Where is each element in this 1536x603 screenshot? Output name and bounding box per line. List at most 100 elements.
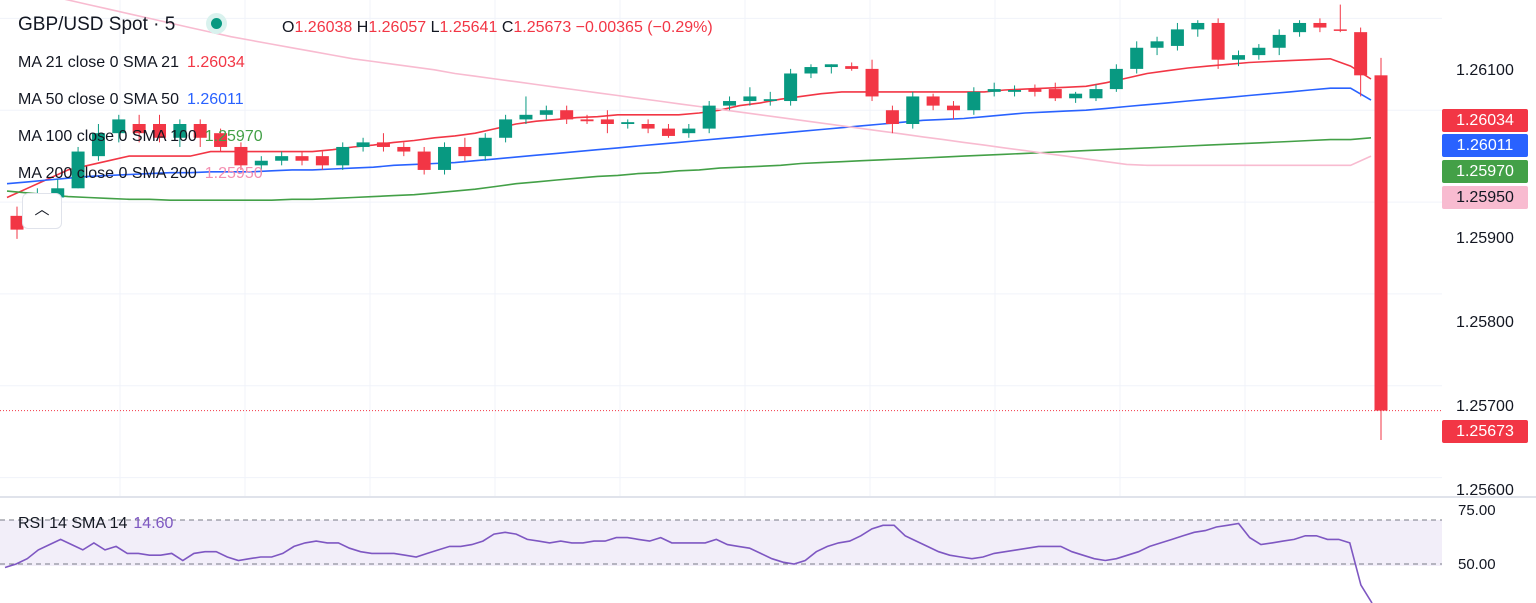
close-label: C [501, 19, 514, 36]
candle-body [1374, 75, 1388, 411]
candle [1089, 84, 1103, 102]
rsi-line [4, 522, 1373, 603]
candle [967, 87, 981, 115]
ma-line-0 [6, 57, 1372, 199]
candle [804, 64, 818, 79]
candle-body [1293, 22, 1307, 33]
candle-body [417, 151, 431, 170]
open-value: 1.26038 [294, 19, 353, 36]
ma-line-2 [6, 137, 1372, 201]
candle-body [560, 110, 574, 120]
candle-body [865, 68, 879, 97]
candle [1293, 20, 1307, 37]
candle [824, 64, 838, 74]
candle [1313, 18, 1327, 33]
candle [580, 114, 594, 124]
rsi-value: 14.60 [133, 515, 174, 532]
candle-body [336, 146, 350, 166]
candle-body [112, 119, 126, 134]
candle [1374, 57, 1388, 440]
candle-body [743, 96, 757, 102]
rsi-tick-50: 50.00 [1458, 556, 1496, 573]
candle [763, 91, 777, 106]
candle [336, 142, 350, 170]
close-value: 1.25673 [513, 19, 572, 36]
candle [234, 142, 248, 170]
candle-body [214, 133, 228, 147]
candle-body [682, 128, 696, 134]
candle [1130, 41, 1144, 74]
candle [946, 101, 960, 120]
moving-average-lines [6, 0, 1372, 201]
ma-line-3 [64, 0, 1372, 167]
candle [397, 142, 411, 157]
candle-body [397, 146, 411, 152]
legend-ma100-value: 1.25970 [204, 128, 263, 145]
candle-body [10, 215, 24, 230]
candle-body [1252, 47, 1266, 56]
candle [1211, 18, 1225, 69]
candle [173, 119, 187, 147]
candle [906, 91, 920, 129]
price-tick: 1.25900 [1456, 230, 1514, 247]
candle-body [173, 124, 187, 138]
rsi-legend[interactable]: RSI 14 SMA 14 14.60 [18, 515, 173, 533]
rsi-tick-75: 75.00 [1458, 502, 1496, 519]
price-tag-ma21: 1.26034 [1442, 109, 1528, 132]
candle [1333, 4, 1347, 33]
candle-body [315, 156, 329, 166]
candle [376, 133, 390, 152]
legend-ma200[interactable]: MA 200 close 0 SMA 200 1.25950 [18, 165, 263, 183]
legend-ma21[interactable]: MA 21 close 0 SMA 21 1.26034 [18, 54, 245, 72]
candle [458, 137, 472, 161]
candle [865, 59, 879, 102]
ma-line-1 [6, 87, 1372, 185]
candle-body [824, 64, 838, 68]
candle [845, 62, 859, 71]
candle [71, 146, 85, 189]
candle [315, 151, 329, 170]
low-value: 1.25641 [439, 19, 498, 36]
candle [153, 114, 167, 143]
candle-body [1109, 68, 1123, 90]
legend-ma200-value: 1.25950 [204, 165, 263, 182]
legend-ma50[interactable]: MA 50 close 0 SMA 50 1.26011 [18, 91, 244, 109]
candle [10, 206, 24, 239]
candle-body [1089, 89, 1103, 99]
candle [417, 146, 431, 175]
candle [438, 142, 452, 175]
price-tick: 1.26100 [1456, 62, 1514, 79]
price-tag-ma200: 1.25950 [1442, 186, 1528, 209]
high-value: 1.26057 [368, 19, 427, 36]
collapse-legend-button[interactable]: ︿ [22, 193, 62, 229]
candle [356, 137, 370, 152]
candle-body [946, 105, 960, 111]
chart-header: GBP/USD Spot · 5 [18, 14, 222, 36]
price-tag-last: 1.25673 [1442, 420, 1528, 443]
candle-body [275, 156, 289, 161]
rsi-band [0, 520, 1442, 566]
candle-body [91, 133, 105, 157]
market-status-icon[interactable] [210, 18, 222, 30]
candle [91, 124, 105, 161]
candle-body [661, 128, 675, 136]
legend-ma100[interactable]: MA 100 close 0 SMA 100 1.25970 [18, 128, 263, 146]
symbol-title[interactable]: GBP/USD Spot · 5 [18, 14, 176, 35]
candle-body [51, 188, 65, 198]
candle-body [193, 124, 207, 138]
candle [499, 114, 513, 143]
candle-body [1313, 22, 1327, 28]
candle-body [1354, 32, 1368, 76]
candle-body [1008, 90, 1022, 92]
candle-body [1069, 93, 1083, 99]
legend-ma200-label: MA 200 close 0 SMA 200 [18, 165, 197, 182]
candle [661, 124, 675, 138]
candle [600, 110, 614, 134]
price-tick: 1.25800 [1456, 314, 1514, 331]
candle [1048, 82, 1062, 102]
candle [539, 105, 553, 120]
candle-body [356, 142, 370, 147]
candle-body [702, 105, 716, 129]
candle [723, 96, 737, 111]
